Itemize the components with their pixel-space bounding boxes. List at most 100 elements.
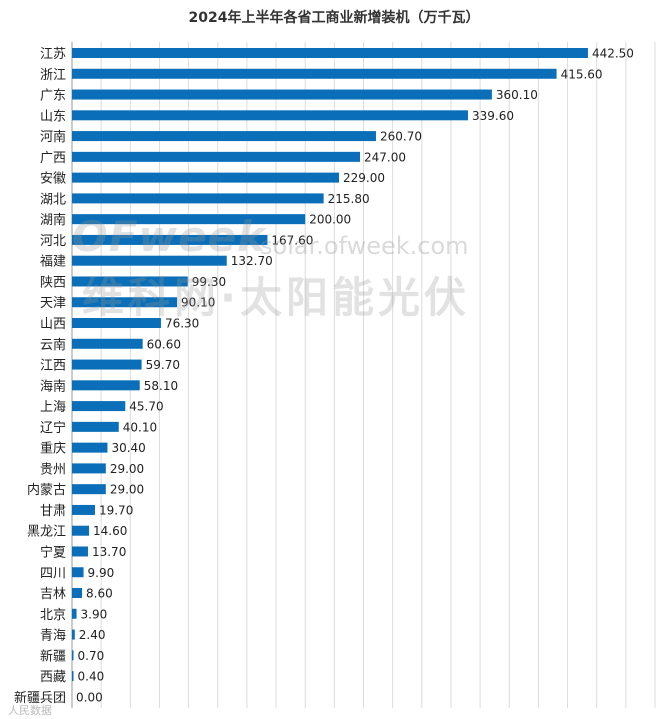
labels: 江苏 442.50 浙江 415.60 广东 360.10 山东 339.60 河南 260.70…	[14, 46, 634, 706]
bar	[72, 193, 324, 204]
value-label: 442.50	[592, 47, 634, 61]
category-label: 内蒙古	[27, 482, 66, 498]
bar	[72, 89, 492, 100]
category-label: 云南	[40, 337, 66, 353]
value-label: 99.30	[192, 275, 226, 289]
category-label: 浙江	[40, 68, 66, 83]
bar	[72, 359, 142, 370]
value-label: 59.70	[146, 358, 180, 372]
bar	[72, 463, 106, 474]
bar	[72, 442, 108, 453]
category-label: 安徽	[40, 172, 66, 187]
chart-title: 2024年上半年各省工商业新增装机（万千瓦）	[188, 10, 480, 26]
bar	[72, 504, 95, 515]
value-label: 167.60	[271, 233, 313, 247]
category-label: 山东	[40, 109, 66, 124]
bar	[72, 255, 227, 266]
bar	[72, 151, 361, 162]
value-label: 200.00	[309, 213, 351, 227]
bar	[72, 234, 268, 245]
value-label: 339.60	[472, 109, 514, 123]
category-label: 四川	[40, 566, 66, 581]
bar	[72, 318, 161, 329]
category-label: 广东	[40, 89, 66, 104]
value-label: 260.70	[380, 130, 422, 144]
category-label: 西藏	[40, 670, 66, 685]
bar	[72, 110, 468, 121]
bar	[72, 525, 90, 536]
category-label: 新疆	[40, 648, 66, 664]
value-label: 45.70	[129, 400, 163, 414]
value-label: 76.30	[165, 317, 199, 331]
value-label: 0.70	[78, 649, 105, 663]
category-label: 广西	[40, 151, 66, 166]
value-label: 30.40	[111, 441, 145, 455]
value-label: 0.40	[78, 670, 105, 684]
category-label: 湖南	[40, 212, 66, 228]
bar	[72, 276, 188, 287]
category-label: 重庆	[40, 441, 66, 457]
bars	[72, 48, 588, 682]
value-label: 14.60	[93, 524, 127, 538]
bar	[72, 338, 143, 349]
value-label: 229.00	[343, 171, 385, 185]
category-label: 福建	[40, 255, 66, 270]
bar	[72, 567, 84, 578]
value-label: 29.00	[110, 462, 144, 476]
bar	[72, 214, 306, 225]
bar	[72, 629, 75, 640]
category-label: 黑龙江	[27, 525, 66, 540]
value-label: 90.10	[181, 296, 215, 310]
value-label: 13.70	[92, 545, 126, 559]
value-label: 60.60	[147, 337, 181, 351]
value-label: 9.90	[88, 566, 115, 580]
value-label: 2.40	[79, 628, 106, 642]
value-label: 29.00	[110, 483, 144, 497]
bar	[72, 588, 83, 599]
value-label: 247.00	[364, 150, 406, 164]
category-label: 陕西	[40, 275, 66, 290]
category-label: 天津	[40, 296, 66, 311]
bar	[72, 484, 106, 495]
value-label: 40.10	[123, 420, 157, 434]
bar	[72, 401, 126, 412]
category-label: 新疆兵团	[14, 690, 66, 706]
bar	[72, 131, 376, 142]
value-label: 8.60	[86, 587, 113, 601]
category-label: 北京	[40, 608, 66, 623]
value-label: 415.60	[561, 67, 603, 81]
category-label: 上海	[40, 400, 66, 415]
category-label: 贵州	[40, 462, 66, 477]
bar	[72, 48, 588, 58]
category-label: 宁夏	[40, 544, 66, 560]
value-label: 58.10	[144, 379, 178, 393]
bar	[72, 68, 557, 79]
bar	[72, 172, 340, 183]
category-label: 河南	[40, 129, 66, 145]
category-label: 江西	[40, 359, 66, 374]
category-label: 山西	[40, 317, 66, 332]
value-label: 215.80	[328, 192, 370, 206]
bar	[72, 421, 119, 432]
bar	[72, 297, 178, 308]
category-label: 河北	[40, 234, 66, 249]
category-label: 吉林	[40, 587, 66, 602]
bar	[72, 546, 88, 557]
value-label: 19.70	[99, 503, 133, 517]
gridlines	[71, 42, 656, 708]
value-label: 360.10	[496, 88, 538, 102]
bar	[72, 608, 77, 619]
category-label: 湖北	[40, 192, 66, 207]
category-label: 江苏	[40, 46, 66, 62]
category-label: 海南	[40, 378, 66, 394]
category-label: 甘肃	[40, 504, 66, 519]
source-mark: 人民数据	[8, 704, 52, 717]
bar	[72, 650, 74, 661]
bar	[72, 671, 74, 682]
value-label: 3.90	[81, 607, 108, 621]
bar	[72, 380, 140, 391]
category-label: 辽宁	[40, 420, 66, 436]
value-label: 132.70	[231, 254, 273, 268]
category-label: 青海	[40, 629, 66, 644]
